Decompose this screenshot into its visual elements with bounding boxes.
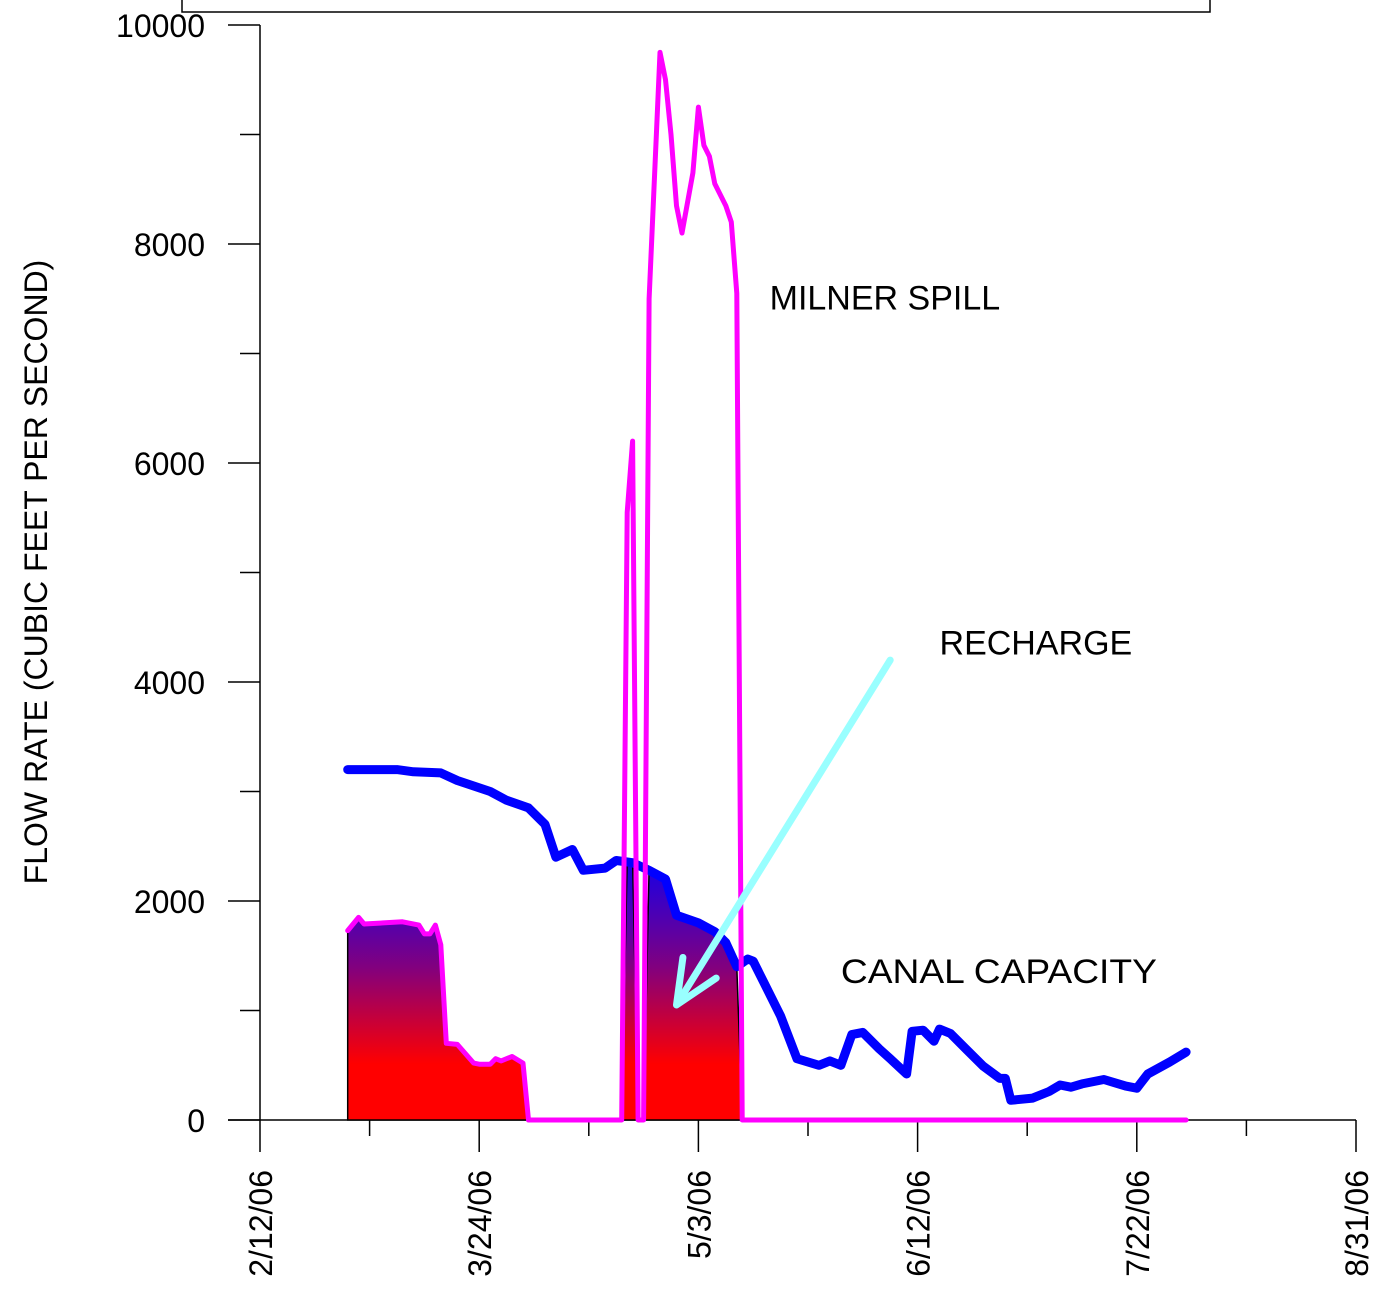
y-tick-label: 4000	[134, 665, 205, 701]
series-line-milner-spill	[345, 49, 1189, 1123]
annotation-recharge: RECHARGE	[940, 625, 1133, 663]
x-tick-label: 5/3/06	[681, 1170, 717, 1259]
x-tick-label: 7/22/06	[1120, 1170, 1156, 1277]
series-line-canal-capacity	[343, 765, 1191, 1105]
y-tick-label: 6000	[134, 446, 205, 482]
y-tick-label: 2000	[134, 884, 205, 920]
x-tick-label: 6/12/06	[901, 1170, 937, 1277]
series-lines-layer	[343, 49, 1191, 1123]
annotation-canal-capacity: CANAL CAPACITY	[841, 953, 1157, 991]
recharge-arrow-layer	[672, 656, 894, 1009]
y-tick-label: 10000	[116, 8, 205, 44]
recharge-arrow-shaft	[676, 656, 894, 1004]
y-axis-title: FLOW RATE (CUBIC FEET PER SECOND)	[18, 260, 54, 885]
recharge-arrow-head	[672, 953, 720, 1009]
annotations-layer: MILNER SPILL RECHARGE CANAL CAPACITY	[770, 280, 1157, 991]
x-tick-label: 8/31/06	[1339, 1170, 1375, 1277]
x-tick-label: 3/24/06	[462, 1170, 498, 1277]
y-tick-label: 8000	[134, 227, 205, 263]
x-ticks: 2/12/06 3/24/06 5/3/06 6/12/06 7/22/06 8/31/0…	[243, 1120, 1375, 1277]
y-ticks: 0 2000 4000 6000 8000 10000	[116, 8, 260, 1139]
annotation-milner-spill: MILNER SPILL	[770, 280, 1001, 318]
legend-box	[181, 0, 1211, 13]
x-tick-label: 2/12/06	[243, 1170, 279, 1277]
y-tick-label: 0	[187, 1103, 205, 1139]
